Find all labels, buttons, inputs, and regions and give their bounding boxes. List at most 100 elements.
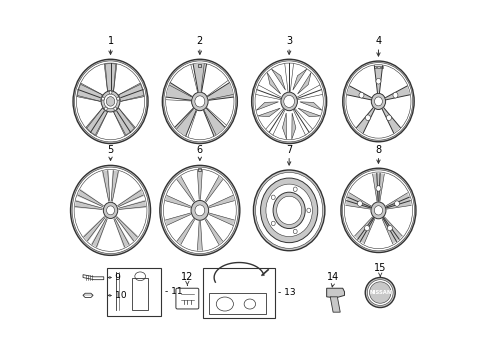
Polygon shape — [91, 218, 107, 248]
Bar — [373, 66, 375, 68]
Ellipse shape — [109, 91, 112, 94]
Polygon shape — [114, 108, 135, 136]
Polygon shape — [374, 66, 382, 93]
Ellipse shape — [70, 165, 150, 255]
Polygon shape — [298, 108, 320, 117]
Ellipse shape — [74, 61, 146, 142]
Polygon shape — [385, 86, 409, 100]
Ellipse shape — [103, 202, 118, 219]
Polygon shape — [197, 221, 202, 251]
Ellipse shape — [357, 201, 362, 206]
Ellipse shape — [244, 299, 255, 309]
Text: - 11: - 11 — [164, 287, 182, 296]
Polygon shape — [381, 217, 402, 244]
Ellipse shape — [340, 168, 415, 252]
Ellipse shape — [216, 297, 233, 311]
Polygon shape — [372, 173, 384, 201]
Ellipse shape — [255, 63, 323, 140]
Bar — [107, 267, 160, 316]
Ellipse shape — [265, 184, 312, 237]
Polygon shape — [83, 293, 93, 297]
Polygon shape — [271, 69, 285, 90]
Ellipse shape — [394, 201, 399, 206]
Polygon shape — [118, 200, 146, 210]
Polygon shape — [329, 297, 340, 312]
Text: - 9: - 9 — [108, 273, 121, 282]
Ellipse shape — [76, 63, 144, 140]
Polygon shape — [385, 193, 410, 209]
Polygon shape — [117, 189, 143, 207]
Ellipse shape — [104, 107, 107, 110]
Polygon shape — [75, 200, 102, 210]
Ellipse shape — [253, 61, 325, 142]
Ellipse shape — [280, 92, 297, 111]
Polygon shape — [166, 83, 192, 100]
Text: 8: 8 — [375, 145, 381, 155]
Ellipse shape — [260, 178, 317, 243]
Text: 3: 3 — [285, 36, 292, 46]
Ellipse shape — [253, 170, 324, 251]
Text: 2: 2 — [196, 36, 203, 46]
Ellipse shape — [117, 97, 119, 100]
Ellipse shape — [195, 205, 204, 216]
Ellipse shape — [74, 170, 147, 251]
Ellipse shape — [283, 95, 294, 107]
Ellipse shape — [162, 59, 237, 144]
Polygon shape — [345, 193, 370, 209]
Polygon shape — [208, 213, 234, 225]
Polygon shape — [207, 83, 233, 100]
Ellipse shape — [342, 170, 414, 251]
Polygon shape — [177, 219, 194, 244]
Ellipse shape — [160, 165, 240, 255]
Bar — [209, 293, 266, 314]
Ellipse shape — [114, 107, 117, 110]
Polygon shape — [165, 195, 190, 208]
Ellipse shape — [271, 221, 275, 226]
Bar — [377, 66, 379, 68]
Ellipse shape — [163, 170, 236, 251]
Ellipse shape — [72, 167, 149, 253]
Bar — [198, 64, 201, 67]
Ellipse shape — [386, 115, 391, 121]
Polygon shape — [175, 108, 196, 136]
Text: 5: 5 — [107, 145, 113, 155]
Ellipse shape — [369, 282, 390, 303]
Text: 15: 15 — [373, 263, 386, 273]
Polygon shape — [297, 73, 310, 94]
Polygon shape — [258, 108, 280, 117]
Ellipse shape — [386, 225, 391, 231]
Ellipse shape — [73, 59, 148, 144]
Ellipse shape — [344, 172, 412, 249]
Ellipse shape — [375, 186, 380, 191]
Polygon shape — [119, 83, 144, 102]
Polygon shape — [116, 216, 138, 242]
Ellipse shape — [370, 93, 385, 109]
Bar — [203, 267, 274, 318]
Ellipse shape — [392, 93, 397, 98]
Polygon shape — [113, 218, 130, 248]
Ellipse shape — [271, 195, 275, 199]
Bar — [132, 278, 148, 310]
Ellipse shape — [364, 225, 368, 231]
Ellipse shape — [358, 93, 363, 98]
Polygon shape — [266, 73, 280, 94]
Text: 7: 7 — [285, 145, 292, 155]
Ellipse shape — [370, 202, 385, 219]
Polygon shape — [193, 63, 206, 91]
Ellipse shape — [272, 192, 305, 229]
Polygon shape — [326, 288, 344, 298]
Text: 1: 1 — [107, 36, 113, 46]
Ellipse shape — [374, 97, 382, 106]
Text: 12: 12 — [181, 272, 193, 282]
Ellipse shape — [195, 96, 204, 107]
Polygon shape — [102, 170, 110, 201]
Polygon shape — [356, 108, 374, 133]
Ellipse shape — [104, 94, 117, 109]
Bar — [198, 168, 201, 171]
Polygon shape — [77, 83, 102, 102]
Polygon shape — [382, 108, 400, 133]
Polygon shape — [291, 113, 295, 139]
Polygon shape — [104, 63, 117, 90]
Text: 4: 4 — [375, 36, 381, 46]
Ellipse shape — [135, 272, 145, 280]
